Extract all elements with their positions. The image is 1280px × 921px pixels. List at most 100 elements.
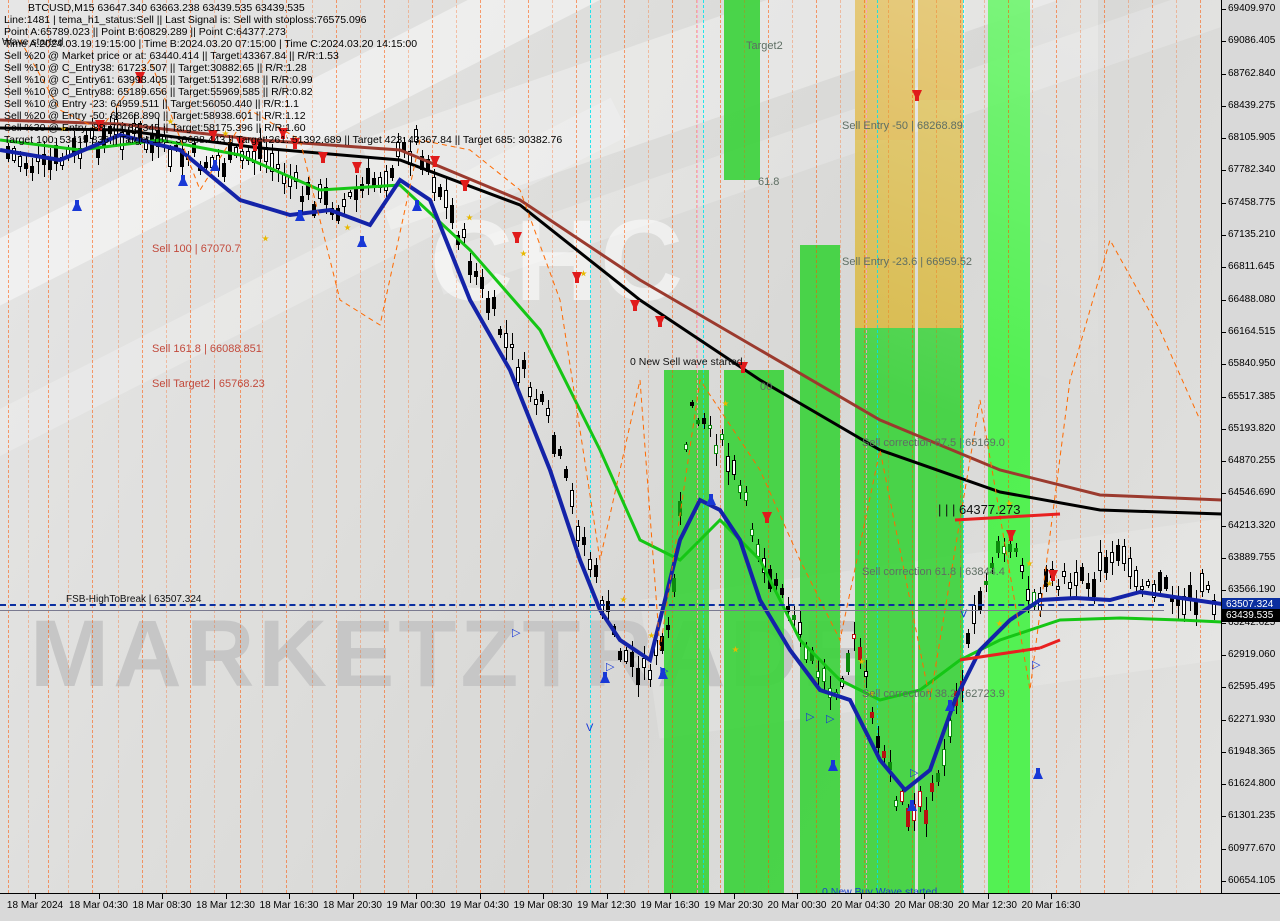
candle-body [12,148,16,161]
candle-body [750,529,754,537]
sell-arrow-icon [250,140,260,151]
candle-body [36,157,40,162]
sell-arrow-icon [912,90,922,101]
annotation-sell-target2: Sell Target2 | 65768.23 [152,378,265,390]
buy-arrow-icon [178,175,188,186]
time-tick-label: 20 Mar 12:30 [958,900,1017,911]
candle-body [48,157,52,171]
price-tick-label: 66811.645 [1228,261,1275,273]
candle-body [1182,595,1186,615]
candle-body [888,762,892,771]
candle-body [948,719,952,737]
sell-arrow-icon [572,272,582,283]
bid-price-tag[interactable]: 63439.535 [1222,609,1280,622]
buy-arrow-icon [357,236,367,247]
candle-body [858,647,862,660]
candle-body [1134,570,1138,587]
candle-body [1026,588,1030,601]
time-tick-label: 19 Mar 20:30 [704,900,763,911]
chart-plot-area[interactable]: MARKETZTRADE CHC V V ▷ ▷ ▷ ▷ ▷ ▷ ▷ FSB-HighToBre… [0,0,1222,893]
candle-body [18,156,22,167]
candle-body [462,228,466,239]
candle-body [486,297,490,313]
zigzag-marker-icon: ▷ [606,661,615,673]
candle-body [900,791,904,803]
zigzag-marker-icon: ▷ [1032,659,1041,671]
annotation-band-00: 00 [760,381,773,393]
candle-body [612,626,616,635]
candle-body [240,150,244,161]
candle-body [1200,573,1204,593]
price-tick-label: 67135.210 [1228,229,1276,241]
candle-body [342,199,346,208]
price-axis[interactable]: 69409.970 69086.405 68762.840 68439.275 6810… [1221,0,1280,893]
candle-body [390,167,394,179]
zigzag-marker-icon: ▷ [660,665,669,677]
price-tick-label: 68762.840 [1228,67,1276,79]
candle-body [1080,566,1084,581]
candle-body [546,407,550,416]
candle-body [300,195,304,203]
sell-arrow-icon [236,138,246,149]
info-line-5: Sell %10 @ C_Entry61: 63998.405 || Targe… [4,74,313,86]
candle-body [1122,546,1126,565]
candle-body [600,599,604,615]
price-tick-label: 61948.365 [1228,745,1276,757]
annotation-point-c-marker: | | | 64377.273 [938,502,1021,517]
candle-body [504,332,508,348]
price-tick-label: 69086.405 [1228,35,1276,47]
candle-body [1104,556,1108,574]
candle-body [378,176,382,189]
sell-arrow-icon [738,362,748,373]
candle-body [1164,576,1168,590]
candle-body [168,149,172,168]
dot-marker-icon [60,125,67,132]
candle-body [78,148,82,159]
candle-body [198,165,202,172]
dot-marker-icon [580,270,587,277]
time-tick-label: 20 Mar 08:30 [894,900,954,911]
time-tick-label: 18 Mar 20:30 [323,900,382,911]
candle-body [420,155,424,170]
buy-arrow-icon [295,210,305,221]
time-axis[interactable]: 18 Mar 2024 18 Mar 04:30 18 Mar 08:30 18 Ma… [0,893,1280,921]
candle-body [330,207,334,215]
candle-body [594,564,598,577]
time-tick-label: 19 Mar 00:30 [386,900,446,911]
candle-body [918,791,922,807]
sell-arrow-icon [630,300,640,311]
candle-body [894,799,898,808]
candle-body [432,176,436,193]
candle-body [978,590,982,611]
sell-arrow-icon [278,128,288,139]
price-tick-label: 63889.755 [1228,552,1276,564]
annotation-band-target2: Target2 [746,40,783,52]
candle-body [252,151,256,164]
candle-body [708,424,712,430]
candle-body [1086,583,1090,590]
time-tick-label: 18 Mar 04:30 [69,900,128,911]
candle-body [654,639,658,657]
annotation-sell-correction-875: Sell correction 87.5 | 65169.0 [862,437,1005,449]
info-line-7: Sell %10 @ Entry -23: 64959.511 || Targe… [4,98,299,110]
zigzag-marker-icon: ▷ [512,627,521,639]
candle-body [516,367,520,384]
candle-body [366,167,370,184]
candle-body [684,443,688,451]
buy-arrow-icon [72,200,82,211]
candle-body [966,633,970,645]
candle-body [672,578,676,593]
sell-arrow-icon [1048,570,1058,581]
candle-body [246,150,250,162]
candle-body [1194,601,1198,615]
price-tick-label: 69409.970 [1228,3,1276,14]
time-tick-label: 19 Mar 16:30 [640,900,700,911]
time-tick-label: 20 Mar 04:30 [831,900,890,911]
time-tick-label: 19 Mar 04:30 [450,900,509,911]
candle-body [930,782,934,793]
candle-body [582,537,586,546]
current-price-tag[interactable]: 63507.324 [1222,598,1280,611]
price-tick-label: 64870.255 [1228,455,1276,467]
candle-body [288,176,292,188]
dot-marker-icon [222,130,229,137]
